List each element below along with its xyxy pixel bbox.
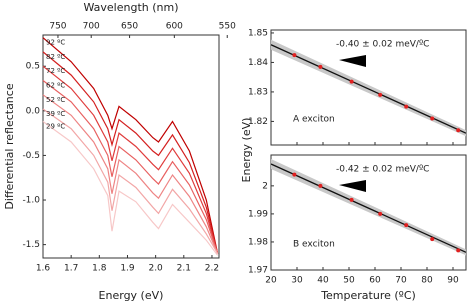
series-label: 52 ºC bbox=[46, 96, 65, 104]
y-tick-label: 1.99 bbox=[248, 209, 268, 219]
x-tick-label: 50 bbox=[343, 276, 355, 286]
y-tick-label: 0.5 bbox=[26, 62, 40, 72]
y-tick-label: 1.83 bbox=[248, 87, 268, 97]
y-tick-label: -1.5 bbox=[22, 240, 40, 250]
exciton-label: B exciton bbox=[293, 240, 335, 250]
data-point bbox=[404, 223, 409, 228]
x-tick-label: 60 bbox=[369, 276, 381, 286]
data-point bbox=[292, 53, 297, 58]
y-tick-label: 1.85 bbox=[248, 28, 268, 38]
x-tick-label: 90 bbox=[447, 276, 459, 286]
confidence-band bbox=[271, 39, 466, 137]
data-point bbox=[318, 183, 323, 188]
series-label: 82 ºC bbox=[46, 53, 65, 61]
data-point bbox=[430, 237, 435, 242]
x-tick-label: 1.6 bbox=[36, 264, 51, 274]
data-point bbox=[318, 64, 323, 69]
data-point bbox=[292, 172, 297, 177]
spectrum-line bbox=[42, 80, 219, 254]
x-tick-label: 1.9 bbox=[120, 264, 135, 274]
x2-tick-label: 550 bbox=[219, 22, 236, 32]
data-point bbox=[404, 104, 409, 109]
x-tick-label: 2.0 bbox=[148, 264, 163, 274]
spectrum-line bbox=[42, 94, 219, 254]
x-tick-label: 1.7 bbox=[64, 264, 78, 274]
spectrum-line bbox=[42, 65, 219, 254]
series-label: 39 ºC bbox=[46, 110, 65, 118]
x-tick-label: 20 bbox=[265, 276, 277, 286]
y-tick-label: 1.98 bbox=[248, 237, 268, 247]
x-tick-label: 70 bbox=[395, 276, 407, 286]
series-label: 72 ºC bbox=[46, 67, 65, 75]
x-tick-label: 30 bbox=[291, 276, 303, 286]
confidence-band bbox=[271, 158, 466, 256]
data-point bbox=[349, 197, 354, 202]
slope-marker bbox=[339, 55, 366, 67]
data-point bbox=[378, 211, 383, 216]
x-axis-label: Energy (eV) bbox=[99, 289, 164, 302]
spectrum-line bbox=[42, 108, 219, 254]
exciton-label: A exciton bbox=[293, 115, 335, 125]
y-tick-label: 2 bbox=[262, 181, 268, 191]
series-label: 92 ºC bbox=[46, 39, 65, 47]
plot-frame bbox=[270, 29, 467, 146]
y-tick-label: -1.0 bbox=[22, 196, 40, 206]
y-tick-label: 1.82 bbox=[248, 117, 268, 127]
y-tick-label: -0.5 bbox=[22, 151, 40, 161]
y-axis-label: Differential reflectance bbox=[3, 83, 16, 209]
x2-tick-label: 700 bbox=[83, 22, 100, 32]
y-tick-label: 0.0 bbox=[26, 106, 41, 116]
x2-axis-label: Wavelength (nm) bbox=[83, 1, 178, 14]
x-tick-label: 2.1 bbox=[177, 264, 191, 274]
data-point bbox=[349, 79, 354, 84]
slope-annotation: -0.42 ± 0.02 meV/ºC bbox=[336, 165, 429, 175]
data-point bbox=[456, 248, 461, 253]
x-tick-label: 2.2 bbox=[205, 264, 219, 274]
y-tick-label: 1.97 bbox=[248, 266, 268, 276]
y-axis-label: Energy (eV) bbox=[240, 118, 253, 183]
x2-tick-label: 600 bbox=[166, 22, 183, 32]
x2-tick-label: 650 bbox=[121, 22, 138, 32]
plot-frame bbox=[42, 34, 220, 259]
series-label: 29 ºC bbox=[46, 123, 65, 131]
x-tick-label: 1.8 bbox=[92, 264, 107, 274]
spectrum-line bbox=[42, 121, 219, 256]
x-tick-label: 80 bbox=[421, 276, 433, 286]
x-tick-label: 40 bbox=[317, 276, 329, 286]
x2-tick-label: 750 bbox=[49, 22, 66, 32]
data-point bbox=[430, 116, 435, 121]
spectrum-line bbox=[42, 51, 219, 254]
slope-annotation: -0.40 ± 0.02 meV/ºC bbox=[336, 40, 429, 50]
slope-marker bbox=[339, 180, 366, 192]
spectrum-line bbox=[42, 37, 219, 254]
fit-line bbox=[270, 163, 467, 253]
data-point bbox=[378, 92, 383, 97]
data-point bbox=[456, 128, 461, 133]
plot-frame bbox=[270, 154, 467, 271]
y-tick-label: 1.84 bbox=[248, 58, 268, 68]
series-label: 62 ºC bbox=[46, 81, 65, 89]
x-axis-label: Temperature (ºC) bbox=[320, 289, 416, 302]
